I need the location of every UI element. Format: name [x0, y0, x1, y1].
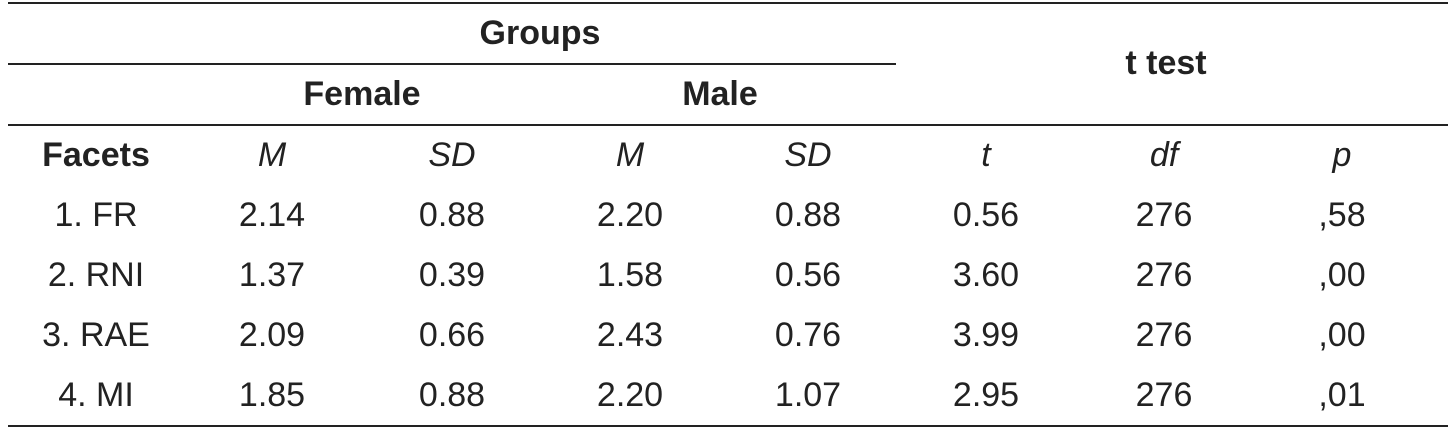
t-value-cell: 0.56: [952, 196, 1020, 234]
male-mean-cell: 2.43: [596, 316, 664, 354]
t-value-cell: 3.99: [952, 316, 1020, 354]
column-header-facets: Facets: [42, 136, 150, 174]
p-value-cell: ,00: [1318, 256, 1366, 294]
male-sd-cell: 1.07: [774, 376, 842, 414]
df-cell: 276: [1135, 196, 1193, 234]
column-header-t: t: [981, 136, 991, 174]
female-sd-cell: 0.88: [418, 196, 486, 234]
groups-header: Groups: [479, 14, 601, 52]
facet-cell: 2. RNI: [47, 256, 145, 294]
column-header-df: df: [1149, 136, 1179, 174]
facet-cell: 1. FR: [54, 196, 138, 234]
female-sd-cell: 0.66: [418, 316, 486, 354]
df-cell: 276: [1135, 256, 1193, 294]
female-mean-cell: 2.14: [238, 196, 306, 234]
p-value-cell: ,00: [1318, 316, 1366, 354]
male-sd-cell: 0.56: [774, 256, 842, 294]
male-mean-cell: 2.20: [596, 196, 664, 234]
table-bottom-rule: [8, 425, 1448, 427]
female-header: Female: [303, 75, 421, 113]
male-mean-cell: 2.20: [596, 376, 664, 414]
p-value-cell: ,58: [1318, 196, 1366, 234]
male-mean-cell: 1.58: [596, 256, 664, 294]
groups-underline-rule: [8, 63, 896, 65]
female-mean-cell: 1.85: [238, 376, 306, 414]
facet-cell: 3. RAE: [42, 316, 150, 354]
column-header-p: p: [1332, 136, 1352, 174]
male-sd-cell: 0.76: [774, 316, 842, 354]
column-header-female-sd: SD: [428, 136, 476, 174]
ttest-header: t test: [1125, 44, 1207, 82]
table-top-rule: [8, 2, 1448, 4]
female-mean-cell: 1.37: [238, 256, 306, 294]
p-value-cell: ,01: [1318, 376, 1366, 414]
female-sd-cell: 0.88: [418, 376, 486, 414]
facet-cell: 4. MI: [58, 376, 134, 414]
header-bottom-rule: [8, 124, 1448, 126]
t-value-cell: 2.95: [952, 376, 1020, 414]
male-sd-cell: 0.88: [774, 196, 842, 234]
female-sd-cell: 0.39: [418, 256, 486, 294]
column-header-female-mean: M: [257, 136, 287, 174]
t-value-cell: 3.60: [952, 256, 1020, 294]
column-header-male-sd: SD: [784, 136, 832, 174]
df-cell: 276: [1135, 376, 1193, 414]
column-header-male-mean: M: [615, 136, 645, 174]
male-header: Male: [682, 75, 758, 113]
df-cell: 276: [1135, 316, 1193, 354]
female-mean-cell: 2.09: [238, 316, 306, 354]
